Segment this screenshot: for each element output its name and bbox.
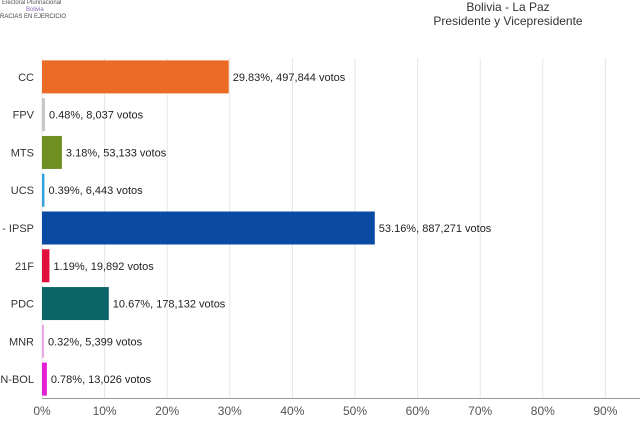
bar bbox=[42, 362, 47, 396]
data-label: 3.18%, 53,133 votos bbox=[66, 147, 167, 159]
bar bbox=[42, 60, 229, 94]
chart-subtitle: Presidente y Vicepresidente bbox=[433, 14, 583, 28]
data-label: 10.67%, 178,132 votos bbox=[113, 299, 226, 311]
category-label: FPV bbox=[13, 110, 35, 122]
bar bbox=[42, 173, 45, 207]
data-label: 0.39%, 6,443 votos bbox=[48, 185, 143, 197]
x-tick-label: 90% bbox=[593, 404, 617, 418]
bar bbox=[42, 249, 50, 283]
logo-text-line1: Electoral Plurinacional bbox=[2, 0, 62, 6]
x-tick-label: 10% bbox=[93, 404, 117, 418]
x-tick-label: 20% bbox=[155, 404, 179, 418]
data-label: 0.32%, 5,399 votos bbox=[48, 336, 143, 348]
chart-header: Bolivia - La Paz Presidente y Vicepresid… bbox=[300, 0, 640, 28]
x-tick-label: 40% bbox=[280, 404, 304, 418]
bar bbox=[42, 98, 46, 132]
x-tick-label: 30% bbox=[218, 404, 242, 418]
category-label: MNR bbox=[9, 336, 34, 348]
category-label: MTS bbox=[11, 147, 34, 159]
category-label: CC bbox=[18, 72, 34, 84]
x-tick-label: 50% bbox=[343, 404, 367, 418]
x-tick-label: 80% bbox=[531, 404, 555, 418]
logo-text-line2: Bolivia bbox=[26, 7, 44, 13]
data-label: 0.78%, 13,026 votos bbox=[51, 374, 152, 386]
bar bbox=[42, 324, 45, 358]
category-label: 21F bbox=[15, 261, 34, 273]
data-label: 29.83%, 497,844 votos bbox=[233, 72, 346, 84]
bar bbox=[42, 211, 375, 245]
bar bbox=[42, 287, 109, 321]
logo-text-line3: RACIAS EN EJERCICIO bbox=[0, 14, 67, 20]
bar bbox=[42, 135, 62, 169]
x-tick-label: 0% bbox=[33, 404, 51, 418]
data-label: 53.16%, 887,271 votos bbox=[379, 223, 492, 235]
x-tick-label: 70% bbox=[468, 404, 492, 418]
category-label: AN-BOL bbox=[0, 374, 34, 386]
data-label: 1.19%, 19,892 votos bbox=[53, 261, 154, 273]
data-label: 0.48%, 8,037 votos bbox=[49, 110, 144, 122]
x-tick-label: 60% bbox=[406, 404, 430, 418]
category-label: UCS bbox=[11, 185, 34, 197]
chart-title: Bolivia - La Paz bbox=[466, 0, 550, 14]
category-label: PDC bbox=[11, 299, 34, 311]
logo: Electoral Plurinacional Bolivia RACIAS E… bbox=[0, 0, 80, 26]
category-label: - IPSP bbox=[2, 223, 34, 235]
